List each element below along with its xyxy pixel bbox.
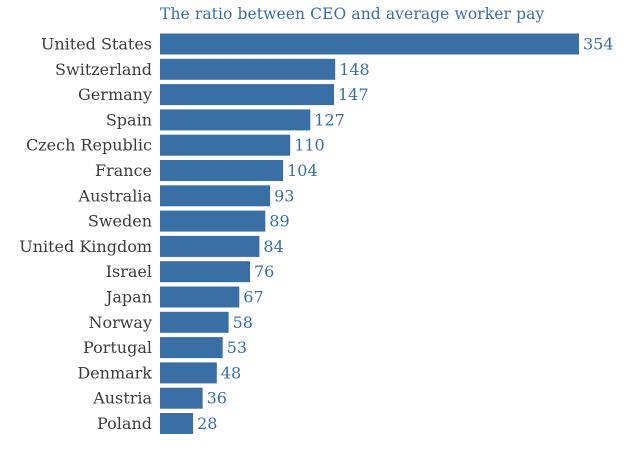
bar-switzerland — [160, 58, 336, 80]
bar-germany — [160, 84, 334, 106]
value-label: 354 — [583, 35, 614, 54]
value-label: 148 — [339, 60, 370, 79]
value-label: 89 — [269, 212, 289, 231]
value-label: 147 — [338, 85, 369, 104]
value-label: 127 — [314, 110, 345, 129]
category-label: United States — [41, 35, 152, 54]
bar-poland — [160, 413, 194, 434]
bar-denmark — [160, 362, 217, 384]
bar-france — [160, 160, 284, 181]
category-label: Portugal — [83, 338, 152, 357]
category-label: Norway — [88, 313, 152, 332]
category-label: Germany — [78, 85, 152, 104]
value-label: 104 — [287, 161, 318, 180]
bar-austria — [160, 387, 203, 409]
value-label: 84 — [263, 237, 283, 256]
value-label: 48 — [221, 363, 241, 382]
category-label: Australia — [78, 186, 153, 205]
value-label: 36 — [207, 389, 227, 408]
category-label: Israel — [106, 262, 152, 281]
value-label: 53 — [227, 338, 247, 357]
chart-title: The ratio between CEO and average worker… — [160, 5, 545, 23]
bar-israel — [160, 261, 250, 283]
category-label: Switzerland — [55, 60, 152, 79]
category-label: France — [95, 161, 152, 180]
bar-united-kingdom — [160, 235, 260, 257]
value-label: 76 — [254, 262, 274, 281]
bar-portugal — [160, 337, 223, 359]
category-label: United Kingdom — [19, 237, 152, 256]
category-label: Austria — [92, 389, 152, 408]
bar-czech-republic — [160, 134, 291, 156]
category-label: Japan — [104, 288, 152, 307]
category-label: Czech Republic — [26, 136, 152, 155]
bar-united-states — [160, 33, 579, 55]
category-label: Poland — [97, 414, 152, 433]
value-label: 28 — [197, 414, 217, 433]
value-label: 67 — [243, 288, 263, 307]
value-label: 110 — [294, 136, 325, 155]
bar-japan — [160, 286, 240, 308]
category-label: Denmark — [77, 363, 152, 382]
value-label: 58 — [233, 313, 253, 332]
category-label: Spain — [106, 110, 152, 129]
category-label: Sweden — [88, 212, 152, 231]
bar-norway — [160, 311, 229, 333]
value-label: 93 — [274, 186, 294, 205]
bar-australia — [160, 185, 271, 207]
bar-spain — [160, 109, 311, 131]
bar-sweden — [160, 210, 266, 232]
